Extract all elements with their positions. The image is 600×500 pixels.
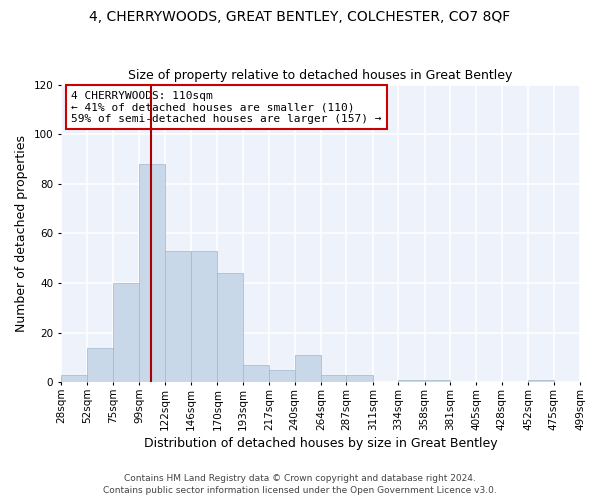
Bar [321,375,346,382]
Bar [269,370,295,382]
Bar [61,375,88,382]
Bar [164,251,191,382]
Bar [191,251,217,382]
Bar [113,283,139,382]
Bar [217,273,243,382]
Bar [139,164,164,382]
Text: Contains HM Land Registry data © Crown copyright and database right 2024.
Contai: Contains HM Land Registry data © Crown c… [103,474,497,495]
Y-axis label: Number of detached properties: Number of detached properties [15,135,28,332]
Bar [243,365,269,382]
Bar [88,348,113,382]
Bar [346,375,373,382]
X-axis label: Distribution of detached houses by size in Great Bentley: Distribution of detached houses by size … [143,437,497,450]
Text: 4 CHERRYWOODS: 110sqm
← 41% of detached houses are smaller (110)
59% of semi-det: 4 CHERRYWOODS: 110sqm ← 41% of detached … [71,90,382,124]
Title: Size of property relative to detached houses in Great Bentley: Size of property relative to detached ho… [128,69,512,82]
Bar [528,380,554,382]
Bar [425,380,450,382]
Text: 4, CHERRYWOODS, GREAT BENTLEY, COLCHESTER, CO7 8QF: 4, CHERRYWOODS, GREAT BENTLEY, COLCHESTE… [89,10,511,24]
Bar [398,380,425,382]
Bar [295,355,321,382]
